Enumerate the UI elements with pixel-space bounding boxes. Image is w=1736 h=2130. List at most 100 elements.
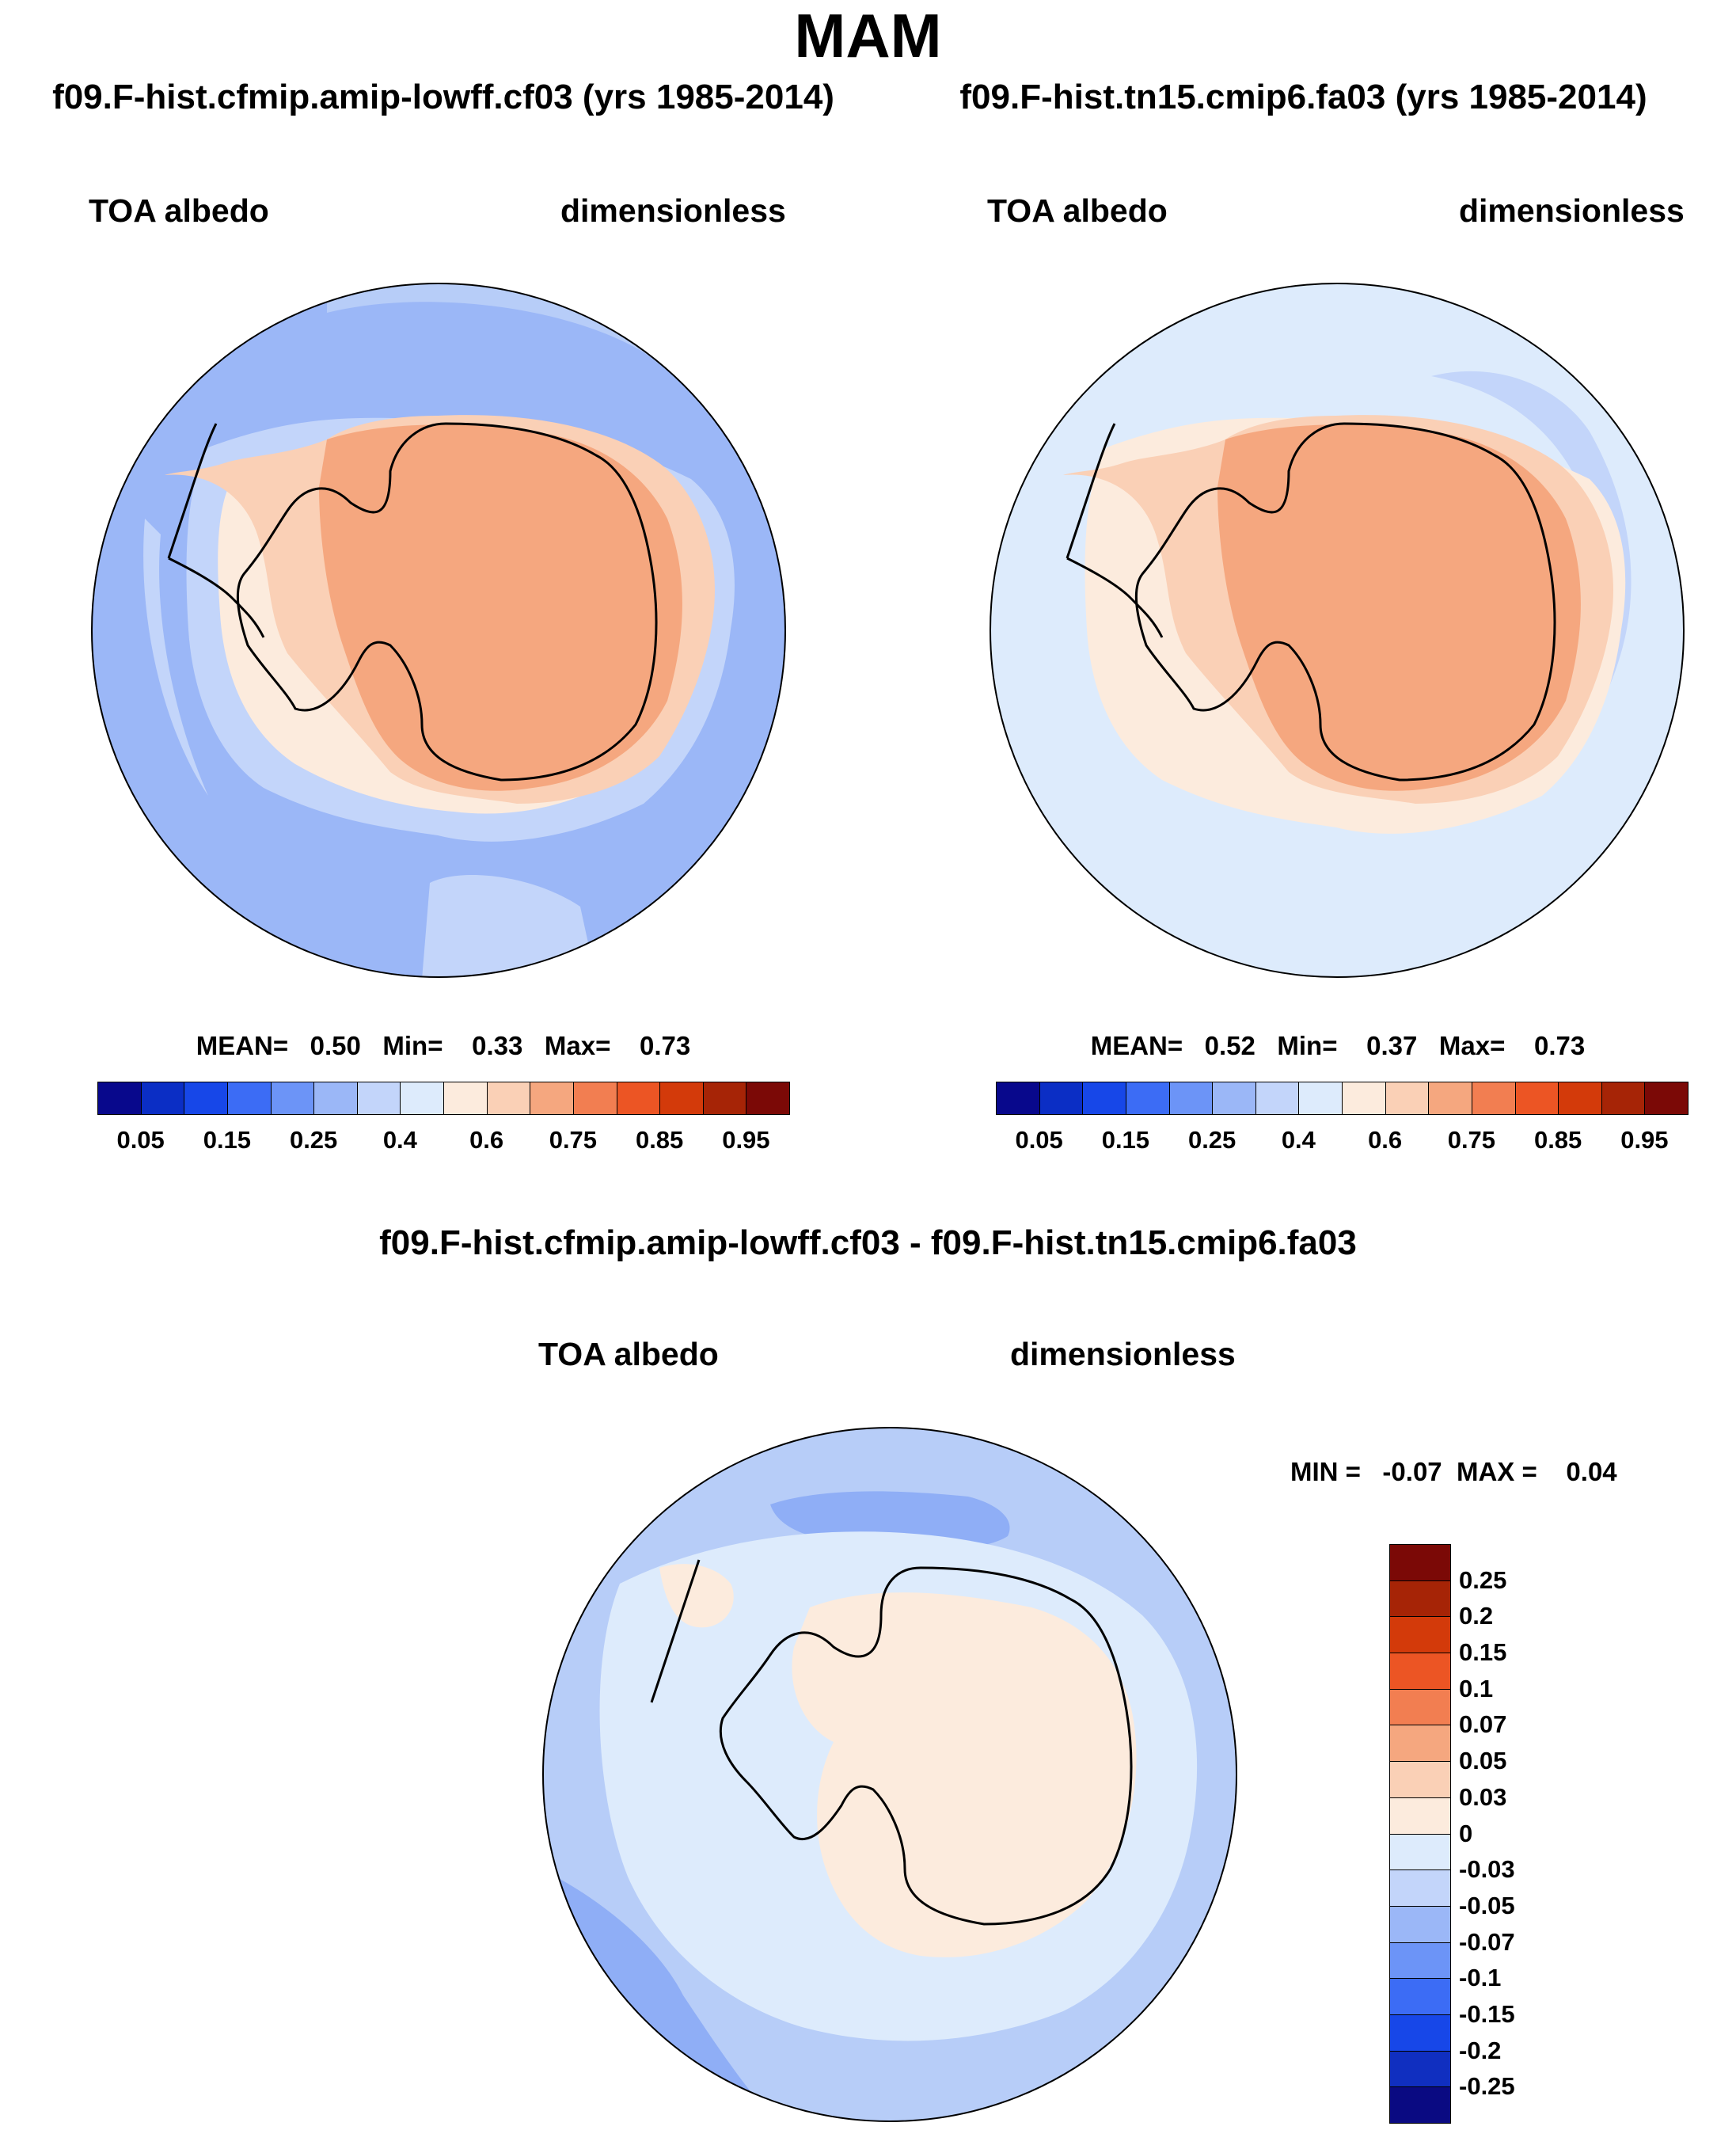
colorbar-swatch xyxy=(1601,1082,1646,1115)
panel-1-variable-label: TOA albedo xyxy=(89,192,269,229)
panel-2-units-label: dimensionless xyxy=(1459,192,1685,229)
colorbar-tick-label: 0.25 xyxy=(1459,1565,1507,1594)
colorbar-swatch xyxy=(1389,1905,1451,1943)
map-1-boundary xyxy=(91,283,786,978)
colorbar-swatch xyxy=(1389,2050,1451,2088)
colorbar-swatch xyxy=(616,1082,661,1115)
colorbar-tick-label: 0.6 xyxy=(1368,1126,1403,1154)
difference-colorbar-ticks: 0.25 0.2 0.15 0.1 0.07 0.05 0.03 0 -0.03 -0.05 -0.… xyxy=(1459,1544,1554,2123)
colorbar-swatch xyxy=(1389,1616,1451,1654)
colorbar-tick-label: 0.05 xyxy=(1015,1126,1063,1154)
panel-1-title: f09.F-hist.cfmip.amip-lowff.cf03 (yrs 19… xyxy=(52,78,834,116)
panel-1-colorbar-ticks: 0.05 0.15 0.25 0.4 0.6 0.75 0.85 0.95 xyxy=(97,1126,789,1158)
map-1-ice-sheet-plateau xyxy=(319,424,682,791)
colorbar-tick-label: 0.85 xyxy=(1533,1126,1582,1154)
colorbar-swatch xyxy=(270,1082,315,1115)
difference-units-label: dimensionless xyxy=(1010,1336,1236,1372)
colorbar-tick-label: 0.75 xyxy=(1447,1126,1496,1154)
colorbar-swatch xyxy=(226,1082,272,1115)
colorbar-tick-label: 0.07 xyxy=(1459,1710,1507,1739)
colorbar-swatch xyxy=(702,1082,747,1115)
colorbar-tick-label: -0.25 xyxy=(1459,2072,1515,2101)
colorbar-swatch xyxy=(1558,1082,1602,1115)
difference-variable-label: TOA albedo xyxy=(538,1336,719,1372)
diff-map-boundary xyxy=(542,1427,1237,2122)
diff-map-continent-positive xyxy=(792,1592,1137,1957)
colorbar-tick-label: 0.25 xyxy=(289,1126,338,1154)
colorbar-tick-label: -0.15 xyxy=(1459,1999,1515,2028)
panel-1-colorbar xyxy=(97,1082,790,1115)
colorbar-swatch xyxy=(530,1082,574,1115)
colorbar-tick-label: -0.2 xyxy=(1459,2036,1502,2064)
colorbar-tick-label: 0.2 xyxy=(1459,1602,1494,1630)
colorbar-swatch xyxy=(400,1082,444,1115)
difference-stats: MIN = -0.07 MAX = 0.04 xyxy=(1290,1457,1617,1486)
colorbar-swatch xyxy=(1389,1761,1451,1798)
colorbar-swatch xyxy=(184,1082,228,1115)
colorbar-tick-label: 0.75 xyxy=(549,1126,598,1154)
colorbar-swatch xyxy=(659,1082,704,1115)
diff-map-peninsula-positive xyxy=(659,1564,734,1628)
colorbar-swatch xyxy=(1644,1082,1689,1115)
colorbar-swatch xyxy=(140,1082,185,1115)
colorbar-swatch xyxy=(1168,1082,1214,1115)
colorbar-swatch xyxy=(443,1082,488,1115)
panel-2-stats: MEAN= 0.52 Min= 0.37 Max= 0.73 xyxy=(1090,1031,1586,1060)
map-1-weddell-coastline xyxy=(168,557,265,638)
colorbar-tick-label: 0.05 xyxy=(1459,1747,1507,1775)
colorbar-tick-label: 0 xyxy=(1459,1819,1473,1847)
colorbar-tick-label: 0.15 xyxy=(1101,1126,1150,1154)
map-panel-2 xyxy=(990,283,1685,978)
colorbar-swatch xyxy=(1471,1082,1516,1115)
diff-map-antarctica-coastline xyxy=(719,1566,1133,1926)
colorbar-swatch xyxy=(1389,1725,1451,1763)
colorbar-swatch xyxy=(1389,2086,1451,2124)
map-2-ice-sheet-plateau xyxy=(1217,424,1581,791)
colorbar-swatch xyxy=(572,1082,617,1115)
colorbar-swatch xyxy=(1514,1082,1559,1115)
map-1-west-band xyxy=(143,519,208,796)
colorbar-swatch xyxy=(1389,2014,1451,2052)
colorbar-tick-label: 0.05 xyxy=(116,1126,165,1154)
colorbar-swatch xyxy=(1428,1082,1472,1115)
map-2-boundary xyxy=(990,283,1685,978)
colorbar-swatch xyxy=(1385,1082,1430,1115)
colorbar-swatch xyxy=(313,1082,358,1115)
colorbar-swatch xyxy=(1082,1082,1126,1115)
map-2-antarctica-coastline xyxy=(1134,422,1556,782)
panel-2-colorbar xyxy=(996,1082,1689,1115)
colorbar-swatch xyxy=(1039,1082,1084,1115)
colorbar-swatch xyxy=(1212,1082,1256,1115)
colorbar-tick-label: -0.07 xyxy=(1459,1927,1515,1956)
difference-title: f09.F-hist.cfmip.amip-lowff.cf03 - f09.F… xyxy=(379,1223,1357,1262)
colorbar-swatch xyxy=(1389,1978,1451,2015)
colorbar-swatch xyxy=(1255,1082,1300,1115)
panel-1-units-label: dimensionless xyxy=(560,192,786,229)
colorbar-swatch xyxy=(1389,1833,1451,1871)
colorbar-swatch xyxy=(1125,1082,1170,1115)
colorbar-tick-label: 0.85 xyxy=(635,1126,684,1154)
colorbar-swatch xyxy=(1389,1653,1451,1690)
colorbar-swatch xyxy=(1389,1580,1451,1618)
map-2-east-band xyxy=(1431,371,1632,772)
colorbar-tick-label: 0.4 xyxy=(1281,1126,1316,1154)
colorbar-swatch xyxy=(356,1082,401,1115)
panel-2-title: f09.F-hist.tn15.cmip6.fa03 (yrs 1985-201… xyxy=(959,78,1647,116)
colorbar-swatch xyxy=(1389,1869,1451,1907)
colorbar-swatch xyxy=(1342,1082,1386,1115)
map-1-peninsula-coastline xyxy=(167,423,218,559)
panel-2-colorbar-ticks: 0.05 0.15 0.25 0.4 0.6 0.75 0.85 0.95 xyxy=(996,1126,1688,1158)
colorbar-tick-label: 0.15 xyxy=(1459,1638,1507,1667)
colorbar-tick-label: 0.03 xyxy=(1459,1782,1507,1811)
colorbar-tick-label: 0.15 xyxy=(203,1126,252,1154)
colorbar-tick-label: 0.25 xyxy=(1187,1126,1236,1154)
colorbar-tick-label: 0.4 xyxy=(382,1126,417,1154)
map-2-weddell-coastline xyxy=(1066,557,1164,638)
diff-map-peninsula-coastline xyxy=(650,1559,701,1703)
colorbar-tick-label: -0.1 xyxy=(1459,1964,1502,1992)
map-panel-difference xyxy=(542,1427,1237,2122)
colorbar-swatch xyxy=(97,1082,142,1115)
colorbar-swatch xyxy=(746,1082,790,1115)
panel-2-variable-label: TOA albedo xyxy=(987,192,1168,229)
colorbar-swatch xyxy=(1389,1942,1451,1980)
